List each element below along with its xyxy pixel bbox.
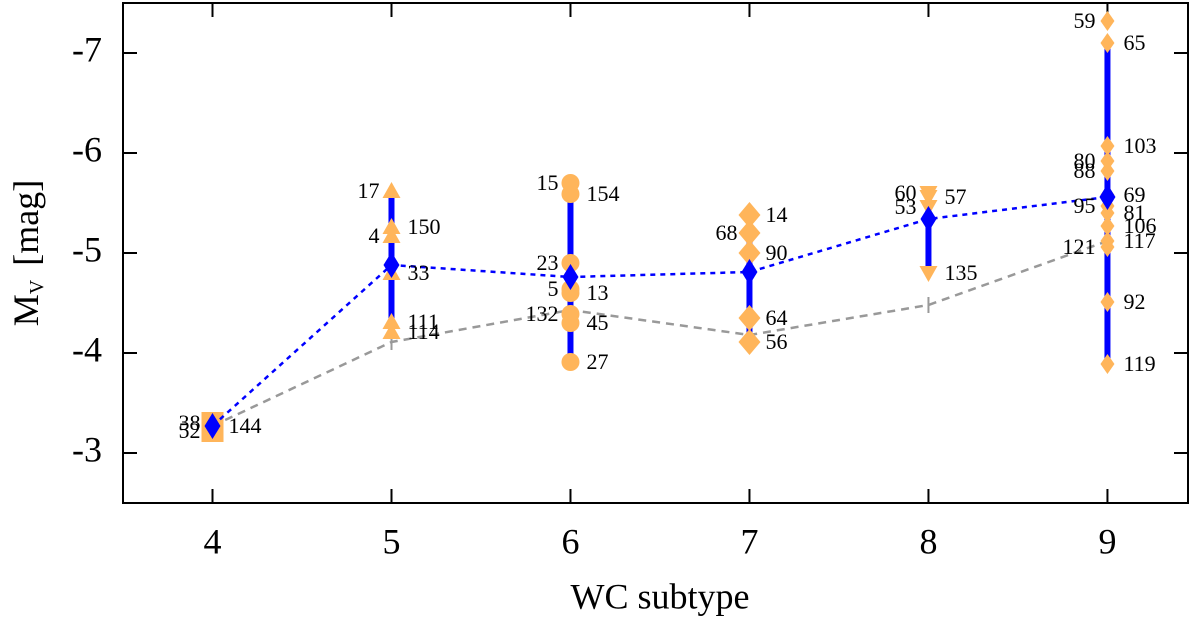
point-label: 17: [357, 178, 379, 203]
x-tick-label: 4: [203, 521, 221, 561]
point-label: 14: [765, 202, 787, 227]
point-label: 57: [944, 184, 966, 209]
point-label: 121: [1062, 234, 1095, 259]
y-tick-label: -7: [72, 29, 102, 69]
point-label: 114: [407, 319, 439, 344]
point-label: 150: [407, 214, 440, 239]
data-point: [382, 227, 401, 243]
mean-marker: [383, 252, 400, 278]
x-tick-label: 7: [740, 521, 758, 561]
point-label: 23: [536, 250, 558, 275]
mean-line: [211, 195, 1108, 427]
point-label: 60: [894, 180, 916, 205]
point-label: 68: [715, 220, 737, 245]
data-point: [1100, 216, 1115, 236]
point-label: 80: [1073, 148, 1095, 173]
point-label: 111: [407, 309, 438, 334]
point-label: 53: [894, 194, 916, 219]
data-point: [738, 305, 761, 331]
point-label: 13: [586, 280, 608, 305]
point-label: 135: [944, 260, 977, 285]
point-label: 90: [765, 240, 787, 265]
data-point: [919, 190, 938, 206]
point-label: 119: [1123, 351, 1155, 376]
point-label: 92: [1123, 289, 1145, 314]
point-label: 65: [1123, 30, 1145, 55]
y-axis-label: MV [mag]: [6, 180, 47, 326]
point-label: 5: [547, 276, 558, 301]
x-tick-label: 8: [919, 521, 937, 561]
plot-frame: [122, 2, 1189, 504]
x-tick-label: 6: [561, 521, 579, 561]
data-point: [919, 266, 938, 282]
point-label: 38: [178, 410, 200, 435]
point-label: 64: [765, 305, 787, 330]
data-point: [382, 313, 401, 329]
data-point: [1100, 136, 1115, 156]
data-point: [382, 323, 401, 339]
data-point: [561, 314, 580, 332]
point-label: 33: [407, 260, 429, 285]
point-label: 81: [1123, 200, 1145, 225]
data-point: [1100, 237, 1115, 257]
point-label: 15: [536, 170, 558, 195]
y-tick-label: -5: [72, 229, 102, 269]
x-axis-label: WC subtype: [571, 576, 750, 616]
data-point: [1100, 161, 1115, 181]
y-tick-label: -3: [72, 429, 102, 469]
data-point: [1100, 292, 1115, 312]
y-label-unit: [mag]: [6, 180, 46, 266]
y-label-main: M: [6, 294, 46, 326]
data-point: [738, 240, 761, 266]
mean-marker: [1099, 184, 1116, 210]
data-point: [561, 254, 580, 272]
mean-marker: [562, 264, 579, 290]
data-point: [738, 329, 761, 355]
y-label-sub: V: [26, 279, 48, 294]
data-point: [738, 220, 761, 246]
mean-marker: [741, 259, 758, 285]
data-point: [561, 185, 580, 203]
y-tick-label: -6: [72, 129, 102, 169]
x-tick-label: 5: [382, 521, 400, 561]
point-label: 95: [1073, 193, 1095, 218]
mean-marker: [920, 206, 937, 232]
data-point: [738, 202, 761, 228]
data-point: [1100, 354, 1115, 374]
data-point: [1100, 203, 1115, 223]
point-label: 4: [368, 223, 379, 248]
data-point: [382, 218, 401, 234]
point-label: 88: [1073, 158, 1095, 183]
point-label: 103: [1123, 133, 1156, 158]
point-label: 132: [525, 301, 558, 326]
point-label: 45: [586, 310, 608, 335]
reference-line: [211, 239, 1108, 428]
mean-marker: [204, 413, 221, 439]
point-label: 27: [586, 349, 608, 374]
point-label: 52: [178, 418, 200, 443]
point-label: 154: [586, 181, 619, 206]
point-label: 106: [1123, 213, 1156, 238]
point-label: 56: [765, 329, 787, 354]
point-label: 59: [1073, 8, 1095, 33]
x-tick-label: 9: [1098, 521, 1116, 561]
data-point: [1100, 33, 1115, 53]
data-point: [561, 353, 580, 371]
point-label: 69: [1123, 182, 1145, 207]
point-label: 144: [228, 413, 261, 438]
point-label: 117: [1123, 228, 1155, 253]
data-point: [561, 284, 580, 302]
data-point: [1100, 11, 1115, 31]
data-point: [382, 182, 401, 198]
y-tick-label: -4: [72, 329, 102, 369]
